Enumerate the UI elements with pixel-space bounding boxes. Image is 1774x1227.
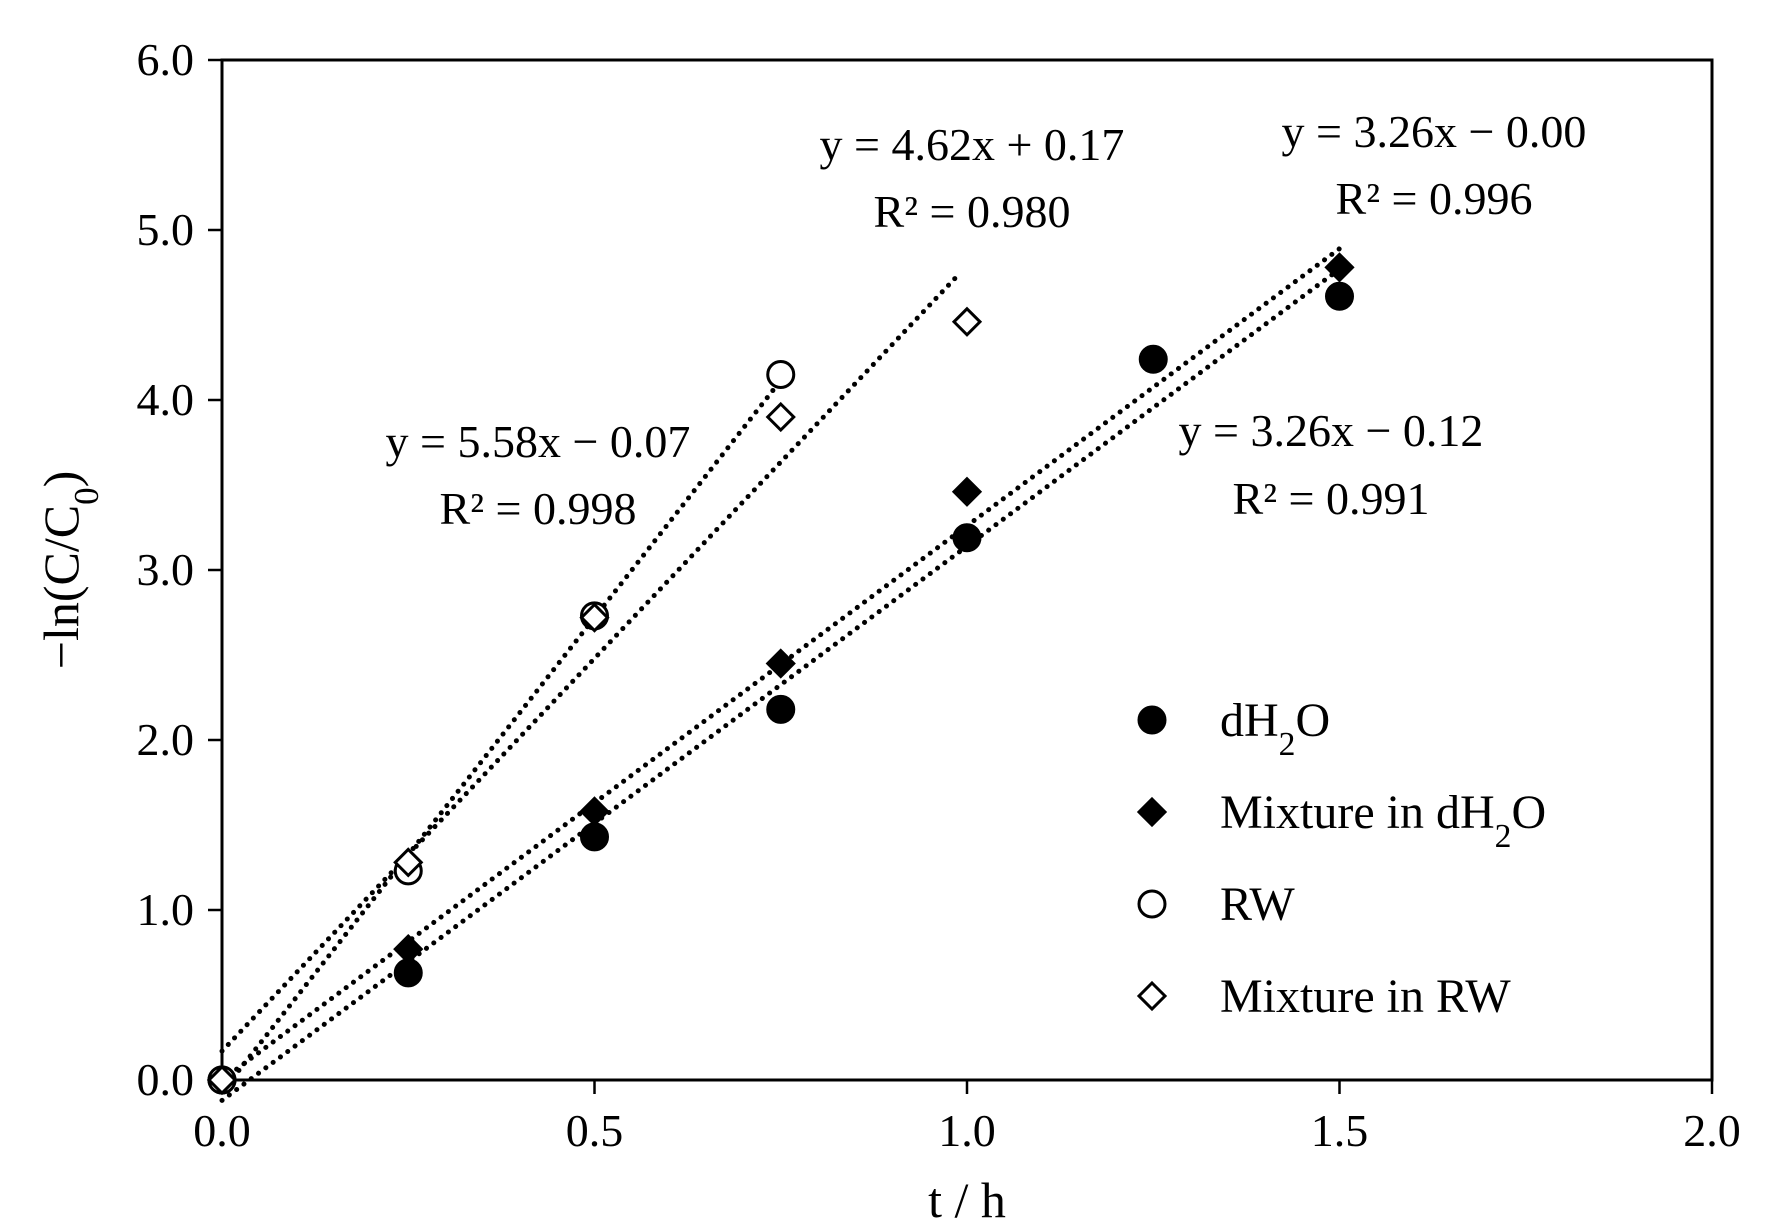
x-tick-label: 1.5 bbox=[1311, 1105, 1369, 1156]
y-tick-label: 4.0 bbox=[137, 374, 195, 425]
legend-marker-3 bbox=[1136, 980, 1168, 1012]
legend-label-3: Mixture in RW bbox=[1220, 970, 1511, 1023]
data-point-0-5 bbox=[1138, 344, 1168, 374]
trendline-equation-1: y = 3.26x − 0.00 bbox=[1282, 106, 1587, 157]
data-point-1-4 bbox=[951, 476, 983, 507]
trendline-0 bbox=[219, 266, 1342, 1103]
data-point-3-0 bbox=[206, 1064, 238, 1096]
data-point-1-2 bbox=[579, 796, 610, 827]
data-point-3-4 bbox=[951, 306, 983, 337]
y-axis-title: −ln(C/C0) bbox=[33, 471, 106, 670]
legend-marker-1 bbox=[1136, 796, 1168, 828]
trendline-r2-1: R² = 0.996 bbox=[1336, 173, 1533, 224]
trendline-r2-0: R² = 0.991 bbox=[1233, 473, 1430, 524]
data-point-2-3 bbox=[766, 360, 796, 389]
data-point-0-2 bbox=[580, 822, 609, 852]
x-tick-label: 1.0 bbox=[938, 1105, 996, 1156]
y-tick-label: 5.0 bbox=[137, 204, 195, 255]
trendline-2 bbox=[219, 377, 784, 1095]
x-tick-label: 0.5 bbox=[566, 1105, 624, 1156]
trendline-r2-2: R² = 0.998 bbox=[440, 483, 637, 534]
data-point-0-6 bbox=[1325, 281, 1354, 311]
trendline-equation-3: y = 4.62x + 0.17 bbox=[820, 119, 1125, 170]
data-point-3-1 bbox=[393, 847, 424, 878]
trendline-r2-3: R² = 0.980 bbox=[874, 186, 1071, 237]
y-tick-label: 3.0 bbox=[137, 544, 195, 595]
data-point-3-2 bbox=[579, 602, 610, 633]
legend-label-2: RW bbox=[1220, 878, 1295, 931]
y-tick-label: 1.0 bbox=[137, 884, 195, 935]
legend-label-0: dH2O bbox=[1220, 694, 1330, 763]
x-tick-label: 0.0 bbox=[193, 1105, 251, 1156]
y-tick-label: 2.0 bbox=[137, 714, 195, 765]
data-point-1-5 bbox=[1324, 252, 1355, 283]
legend-marker-2 bbox=[1137, 889, 1167, 919]
legend-marker-0 bbox=[1137, 705, 1167, 735]
trendline-3 bbox=[219, 271, 963, 1054]
x-tick-label: 2.0 bbox=[1683, 1105, 1741, 1156]
data-point-1-3 bbox=[765, 648, 796, 679]
trendline-equation-2: y = 5.58x − 0.07 bbox=[386, 416, 691, 467]
trendline-equation-0: y = 3.26x − 0.12 bbox=[1179, 405, 1484, 456]
data-point-0-3 bbox=[766, 694, 796, 724]
data-point-0-4 bbox=[952, 523, 982, 553]
x-axis-title: t / h bbox=[928, 1172, 1006, 1227]
legend-label-1: Mixture in dH2O bbox=[1220, 786, 1546, 855]
data-point-3-3 bbox=[765, 401, 796, 433]
y-tick-label: 6.0 bbox=[137, 34, 195, 85]
data-point-1-1 bbox=[393, 933, 424, 965]
y-tick-label: 0.0 bbox=[137, 1054, 195, 1105]
